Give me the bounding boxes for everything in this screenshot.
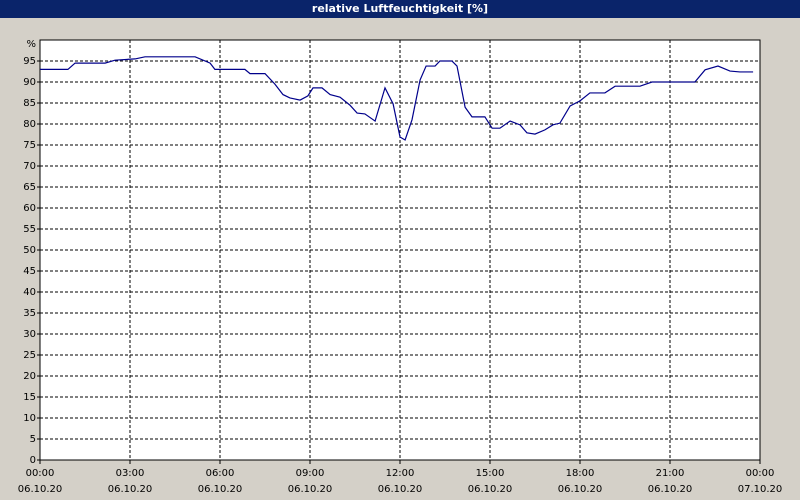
x-tick-label: 18:00 (566, 468, 595, 479)
x-tick-label: 03:00 (116, 468, 145, 479)
y-tick-label: 50 (23, 245, 36, 256)
y-tick-label: 90 (23, 77, 36, 88)
y-tick-label: 20 (23, 371, 36, 382)
y-tick-label: 65 (23, 182, 36, 193)
y-tick-label: 55 (23, 224, 36, 235)
y-tick-label: 75 (23, 140, 36, 151)
y-tick-label: 40 (23, 287, 36, 298)
y-tick-label: 30 (23, 329, 36, 340)
x-tick-date: 06.10.20 (558, 484, 603, 495)
data-line (40, 56, 754, 141)
x-tick-label: 06:00 (206, 468, 235, 479)
y-tick-label: 45 (23, 266, 36, 277)
x-tick-date: 06.10.20 (468, 484, 513, 495)
x-tick-date: 06.10.20 (198, 484, 243, 495)
title-bar (0, 0, 800, 18)
x-tick-date: 06.10.20 (648, 484, 693, 495)
y-tick-label: 0 (30, 455, 36, 466)
x-tick-date: 07.10.20 (738, 484, 783, 495)
x-tick-label: 00:00 (746, 468, 775, 479)
y-tick-label: 95 (23, 56, 36, 67)
y-tick-label: 35 (23, 308, 36, 319)
x-tick-date: 06.10.20 (18, 484, 63, 495)
x-tick-label: 09:00 (296, 468, 325, 479)
y-tick-label: 70 (23, 161, 36, 172)
y-unit-label: % (26, 39, 36, 50)
x-tick-label: 15:00 (476, 468, 505, 479)
y-tick-label: 10 (23, 413, 36, 424)
x-tick-label: 00:00 (26, 468, 55, 479)
y-tick-label: 5 (30, 434, 36, 445)
y-tick-label: 80 (23, 119, 36, 130)
y-tick-label: 15 (23, 392, 36, 403)
x-tick-label: 12:00 (386, 468, 415, 479)
x-tick-date: 06.10.20 (108, 484, 153, 495)
x-tick-date: 06.10.20 (288, 484, 333, 495)
y-tick-label: 60 (23, 203, 36, 214)
x-tick-date: 06.10.20 (378, 484, 423, 495)
chart-title: relative Luftfeuchtigkeit [%] (312, 2, 488, 15)
y-tick-label: 25 (23, 350, 36, 361)
x-tick-label: 21:00 (656, 468, 685, 479)
y-tick-label: 85 (23, 98, 36, 109)
